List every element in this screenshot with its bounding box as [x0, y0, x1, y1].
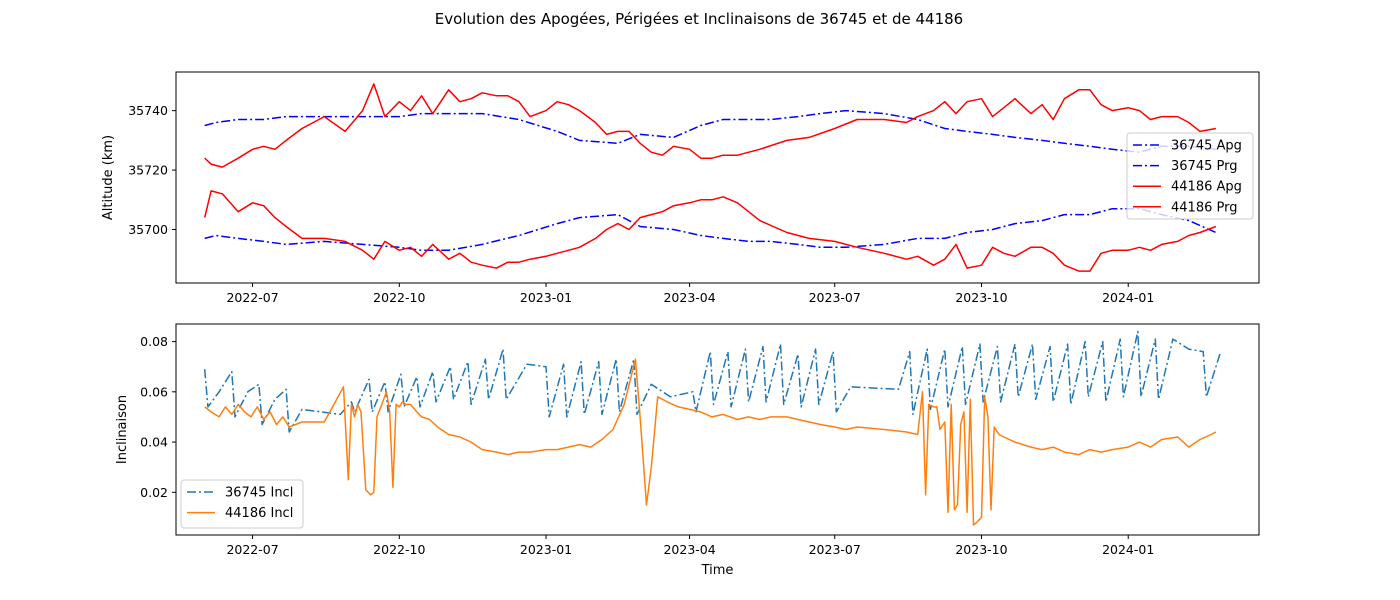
legend-entry-label: 44186 Apg [1171, 180, 1242, 195]
series-line-36745-prg [204, 207, 1217, 252]
y-tick-label: 0.02 [140, 485, 168, 500]
y-tick-label: 35720 [128, 163, 168, 178]
x-tick-label: 2023-04 [663, 542, 715, 557]
y-axis-label: Inclinaison [115, 395, 130, 464]
y-axis-label: Altitude (km) [101, 135, 116, 220]
legend-entry-label: 36745 Apg [1171, 139, 1242, 154]
axes-frame [175, 71, 1260, 284]
plot-area [176, 324, 1259, 535]
plot-area [176, 72, 1259, 283]
figure-title: Evolution des Apogées, Périgées et Incli… [435, 10, 963, 28]
x-tick-label: 2024-01 [1102, 290, 1154, 305]
series-group [203, 83, 1217, 272]
series-line-44186-apg [204, 83, 1217, 168]
x-tick-label: 2024-01 [1102, 542, 1154, 557]
x-tick-label: 2022-10 [373, 542, 425, 557]
legend-entry-label: 36745 Prg [1171, 159, 1237, 174]
x-tick-label: 2023-07 [809, 290, 861, 305]
altitude-chart: 2022-07 2022-10 2023-01 2023-04 2023-07 2023-… [101, 71, 1260, 305]
x-tick-label: 2022-07 [226, 542, 278, 557]
x-tick-label: 2023-01 [520, 290, 572, 305]
series-line-44186-incl [204, 358, 1217, 526]
x-tick-label: 2022-07 [226, 290, 278, 305]
x-axis-label: Time [701, 563, 734, 578]
series-group [203, 330, 1222, 526]
series-line-36745-incl [203, 330, 1222, 433]
legend-entry-label: 36745 Incl [225, 486, 293, 501]
legend-entry-label: 44186 Incl [225, 506, 293, 521]
x-tick-label: 2023-01 [520, 542, 572, 557]
x-tick-label: 2023-10 [955, 542, 1007, 557]
legend-box [1126, 132, 1254, 220]
y-tick-label: 0.04 [140, 435, 168, 450]
x-tick-label: 2022-10 [373, 290, 425, 305]
legend: 36745 Apg 36745 Prg 44186 Apg 44186 Prg [1126, 132, 1254, 220]
y-tick-label: 0.08 [140, 334, 168, 349]
x-tick-label: 2023-07 [809, 542, 861, 557]
y-tick-label: 35740 [128, 103, 168, 118]
x-tick-label: 2023-10 [955, 290, 1007, 305]
series-line-44186-prg [203, 190, 1217, 272]
axes-frame [175, 323, 1260, 536]
legend: 36745 Incl 44186 Incl [180, 479, 304, 529]
inclination-chart: 2022-07 2022-10 2023-01 2023-04 2023-07 2023-… [115, 323, 1260, 578]
x-tick-label: 2023-04 [663, 290, 715, 305]
y-tick-label: 0.06 [140, 384, 168, 399]
y-tick-label: 35700 [128, 222, 168, 237]
legend-entry-label: 44186 Prg [1171, 200, 1237, 215]
series-line-36745-apg [204, 109, 1216, 153]
